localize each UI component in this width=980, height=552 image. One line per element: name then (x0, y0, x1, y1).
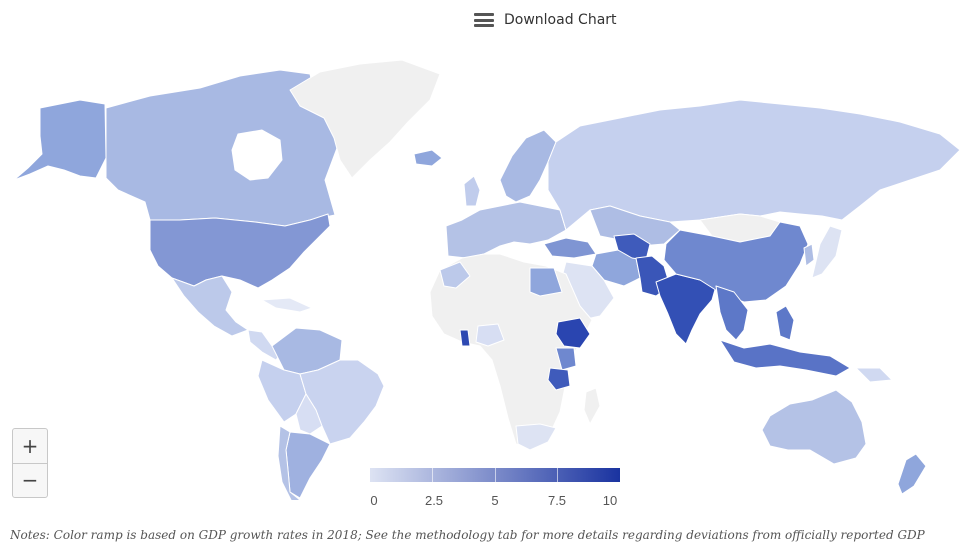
region-southeast-asia[interactable] (715, 285, 749, 341)
region-papua-new-guinea[interactable] (855, 367, 893, 383)
download-chart-button[interactable]: Download Chart (474, 8, 617, 32)
region-ethiopia[interactable] (555, 317, 591, 349)
region-japan[interactable] (811, 225, 843, 279)
region-south-africa[interactable] (515, 423, 557, 451)
legend-tick-mark (495, 468, 496, 482)
legend-tick-label: 0 (370, 493, 378, 508)
region-canada[interactable] (105, 69, 341, 227)
zoom-control: + − (12, 428, 48, 498)
hamburger-menu-icon (474, 13, 494, 27)
region-argentina[interactable] (285, 431, 331, 499)
legend-tick-mark (557, 468, 558, 482)
legend-tick-mark (432, 468, 433, 482)
region-china[interactable] (663, 221, 809, 303)
region-united-kingdom[interactable] (463, 175, 481, 207)
legend-tick-label: 5 (491, 493, 499, 508)
notes-text: Notes: Color ramp is based on GDP growth… (10, 528, 925, 542)
region-morocco[interactable] (439, 261, 471, 289)
region-chile[interactable] (277, 425, 301, 500)
region-tanzania[interactable] (547, 367, 571, 391)
region-korea[interactable] (803, 243, 815, 267)
region-indonesia[interactable] (719, 339, 851, 377)
legend-tick-label: 7.5 (547, 493, 567, 508)
legend-tick-label: 2.5 (424, 493, 444, 508)
region-nigeria[interactable] (475, 323, 505, 347)
region-australia[interactable] (761, 389, 867, 465)
hudson-bay (231, 129, 283, 181)
world-map[interactable] (0, 30, 980, 500)
region-caribbean[interactable] (261, 297, 313, 313)
region-ghana[interactable] (459, 329, 471, 347)
zoom-out-button[interactable]: − (13, 462, 47, 498)
region-mexico[interactable] (171, 275, 249, 337)
region-philippines[interactable] (775, 305, 795, 341)
region-greenland[interactable] (289, 59, 441, 179)
zoom-in-button[interactable]: + (21, 433, 39, 458)
region-alaska[interactable] (13, 99, 107, 181)
region-turkey[interactable] (543, 237, 597, 259)
region-madagascar[interactable] (583, 387, 601, 425)
region-united-states[interactable] (149, 213, 331, 289)
region-iceland[interactable] (413, 149, 443, 167)
region-new-zealand[interactable] (897, 453, 927, 495)
color-legend: 0 2.5 5 7.5 10 (370, 468, 620, 508)
download-chart-label: Download Chart (504, 12, 617, 28)
region-bolivia[interactable] (295, 393, 323, 435)
region-kenya[interactable] (555, 347, 577, 371)
region-kazakhstan[interactable] (589, 205, 681, 247)
region-egypt[interactable] (529, 267, 563, 297)
legend-tick-label: 10 (602, 493, 618, 508)
